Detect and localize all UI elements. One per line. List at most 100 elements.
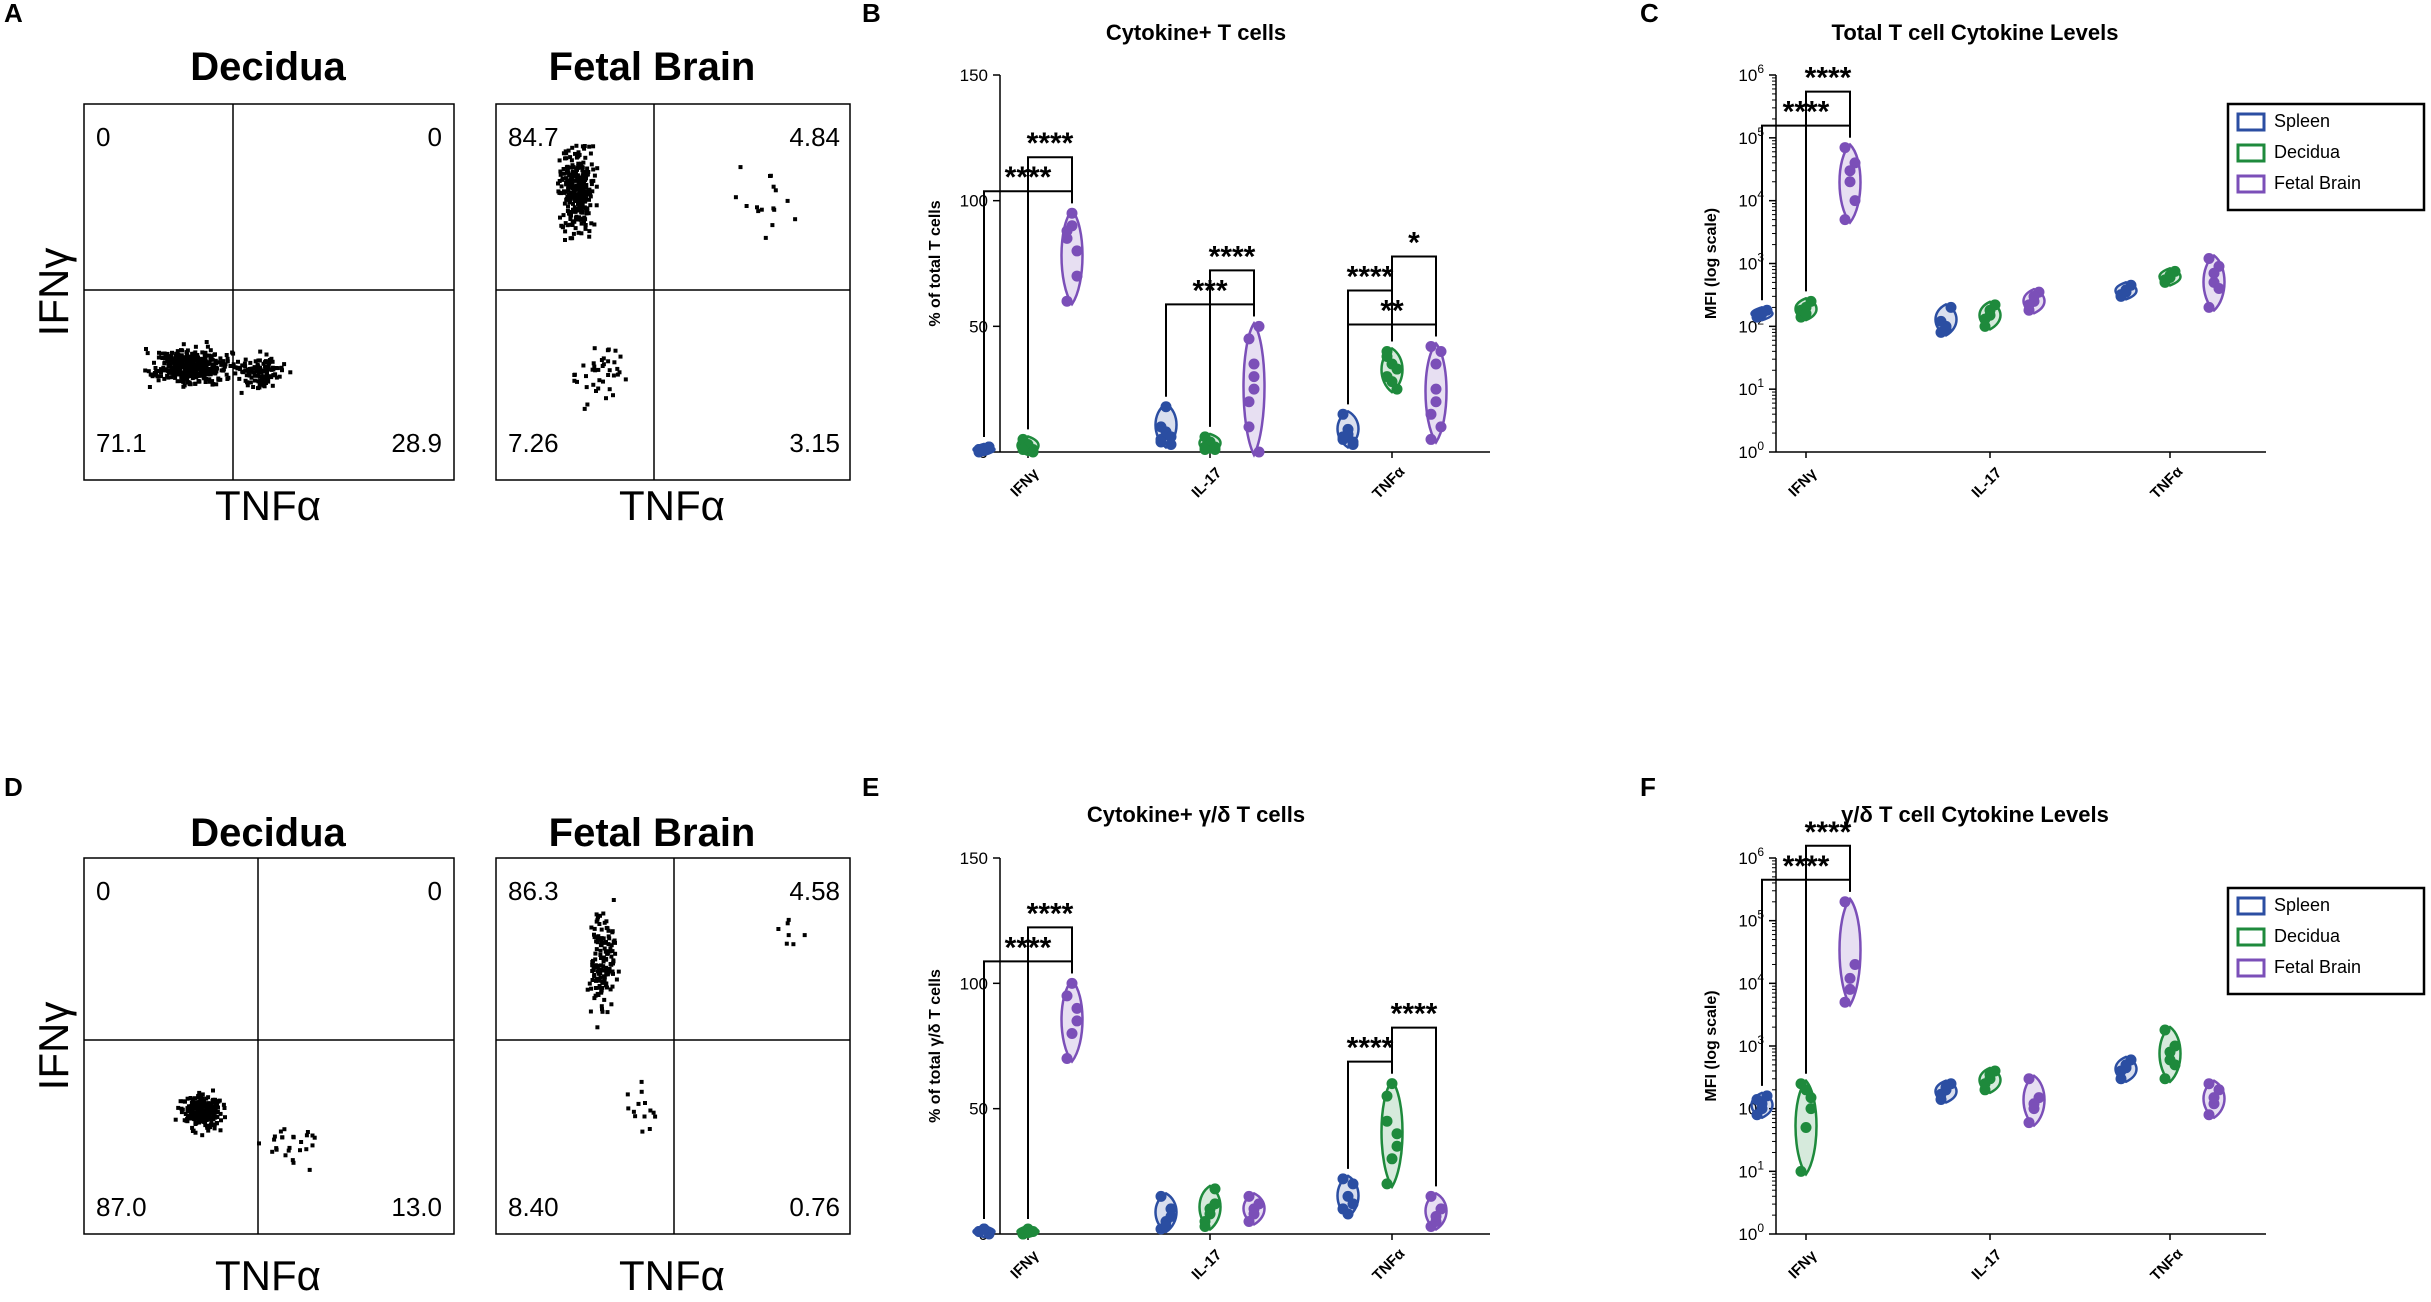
- flow-event-dot: [595, 969, 600, 974]
- flow-event-dot: [188, 1096, 193, 1100]
- flow-event-dot: [263, 364, 267, 369]
- flow-event-dot: [291, 1160, 296, 1165]
- flow-event-dot: [643, 1101, 647, 1105]
- flow-event-dot: [186, 1106, 191, 1111]
- flow-event-dot: [610, 929, 615, 934]
- flow-event-dot: [584, 206, 589, 211]
- flow-event-dot: [572, 373, 577, 377]
- data-point: [2028, 290, 2040, 302]
- data-point: [2159, 1024, 2171, 1036]
- flow-event-dot: [590, 960, 595, 964]
- flow-event-dot: [176, 352, 181, 357]
- flow-event-dot: [175, 372, 180, 377]
- y-tick-label: 106: [1738, 62, 1764, 85]
- flow-event-dot: [559, 184, 564, 189]
- flow-dots: [585, 898, 807, 1134]
- data-point: [1209, 1198, 1221, 1210]
- flow-event-dot: [584, 196, 589, 201]
- flow-event-dot: [770, 223, 775, 228]
- flow-event-dot: [578, 202, 583, 207]
- y-tick-label: 100: [1738, 439, 1764, 462]
- flow-event-dot: [605, 951, 610, 956]
- quadrant-value-ul: 0: [96, 876, 110, 906]
- flow-event-dot: [167, 369, 172, 374]
- flow-event-dot: [204, 340, 209, 344]
- flow-event-dot: [198, 1101, 202, 1106]
- data-point: [1155, 421, 1167, 433]
- flow-event-dot: [587, 981, 592, 986]
- flow-title-fetal-brain: Fetal Brain: [549, 811, 756, 855]
- flow-event-dot: [598, 913, 602, 918]
- flow-event-dot: [771, 206, 776, 211]
- flow-event-dot: [193, 1096, 197, 1101]
- data-point: [1751, 1094, 1763, 1106]
- flow-event-dot: [258, 349, 263, 354]
- flow-event-dot: [564, 182, 569, 187]
- data-point: [1425, 1190, 1437, 1202]
- significance-bracket: [1805, 90, 1851, 292]
- data-point: [2023, 299, 2035, 311]
- flow-event-dot: [599, 989, 604, 994]
- y-tick-label: 150: [960, 849, 988, 868]
- significance-label: *: [1408, 226, 1420, 259]
- flow-event-dot: [221, 359, 226, 364]
- data-point: [1800, 1084, 1812, 1096]
- flow-event-dot: [572, 219, 577, 224]
- data-point: [1342, 1208, 1354, 1220]
- flow-event-dot: [583, 155, 588, 160]
- flow-event-dot: [612, 360, 617, 365]
- legend-label: Spleen: [2274, 895, 2330, 915]
- flow-event-dot: [258, 380, 262, 385]
- flow-event-dot: [253, 359, 258, 364]
- flow-event-dot: [591, 382, 596, 387]
- flow-event-dot: [212, 352, 217, 357]
- flow-event-dot: [225, 377, 230, 381]
- data-point: [1795, 1165, 1807, 1177]
- flow-event-dot: [244, 373, 249, 378]
- x-tick-label: IFNγ: [1785, 465, 1820, 500]
- flow-event-dot: [164, 355, 169, 360]
- flow-event-dot: [243, 357, 248, 362]
- flow-event-dot: [568, 155, 573, 160]
- flow-event-dot: [593, 368, 598, 373]
- flow-event-dot: [590, 189, 595, 194]
- flow-event-dot: [582, 184, 587, 189]
- flow-y-axis-label: IFNγ: [30, 1002, 77, 1091]
- flow-event-dot: [305, 1130, 310, 1134]
- legend-swatch: [2236, 958, 2266, 978]
- flow-event-dot: [190, 376, 195, 381]
- flow-event-dot: [271, 373, 276, 378]
- flow-event-dot: [608, 987, 613, 992]
- flow-event-dot: [198, 1105, 203, 1110]
- flow-event-dot: [573, 151, 577, 156]
- flow-event-dot: [264, 368, 269, 373]
- data-point: [1248, 383, 1260, 395]
- data-point: [1071, 1015, 1083, 1027]
- data-point: [1209, 1183, 1221, 1195]
- flow-event-dot: [204, 377, 209, 381]
- flow-event-dot: [570, 181, 575, 186]
- y-axis-title: % of total T cells: [927, 200, 944, 326]
- data-point: [1165, 1203, 1177, 1215]
- significance-label: ****: [1805, 62, 1852, 95]
- flow-event-dot: [589, 162, 594, 167]
- flow-event-dot: [225, 356, 230, 361]
- flow-event-dot: [610, 949, 615, 954]
- flow-event-dot: [605, 1010, 610, 1015]
- flow-event-dot: [184, 376, 189, 381]
- flow-event-dot: [195, 355, 200, 360]
- flow-event-dot: [570, 145, 575, 150]
- flow-event-dot: [653, 1114, 658, 1119]
- flow-event-dot: [574, 166, 579, 171]
- flow-event-dot: [609, 943, 614, 948]
- flow-event-dot: [195, 1113, 200, 1118]
- data-point: [1839, 996, 1851, 1008]
- flow-event-dot: [148, 372, 153, 377]
- flow-event-dot: [563, 238, 567, 242]
- flow-plot-frame: [495, 857, 851, 1235]
- significance-label: ****: [1027, 127, 1074, 160]
- flow-event-dot: [593, 986, 598, 990]
- flow-event-dot: [248, 380, 253, 385]
- quadrant-value-lr: 0.76: [789, 1192, 840, 1222]
- flow-event-dot: [564, 176, 568, 181]
